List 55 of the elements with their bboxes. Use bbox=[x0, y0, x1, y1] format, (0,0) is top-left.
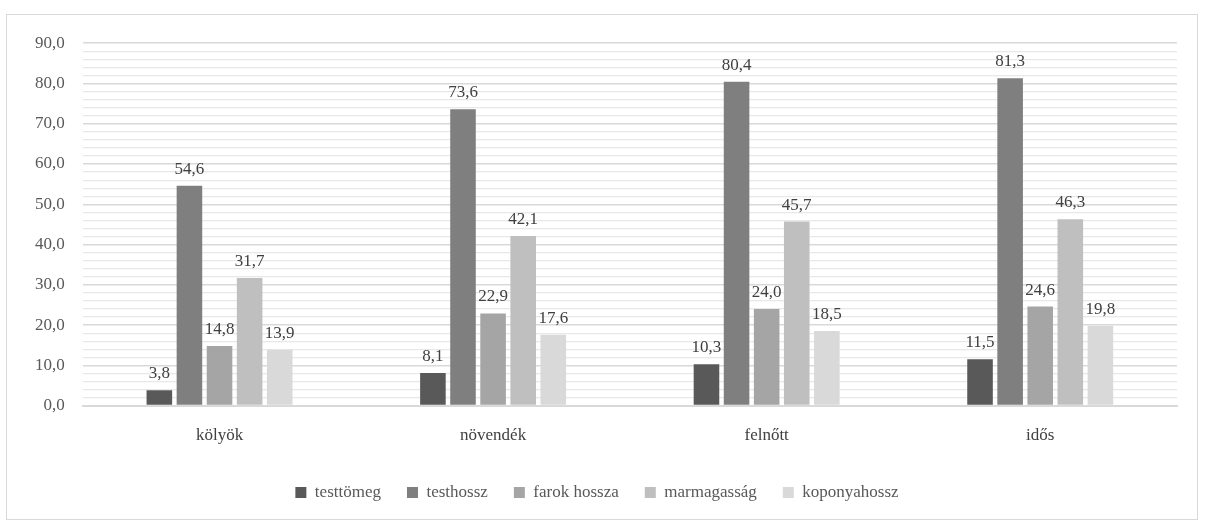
y-tick-label: 30,0 bbox=[35, 274, 65, 294]
data-label: 19,8 bbox=[1085, 298, 1116, 318]
data-label: 17,6 bbox=[538, 307, 569, 327]
data-label: 73,6 bbox=[448, 82, 478, 102]
legend-label: koponyahossz bbox=[802, 481, 900, 501]
x-tick-label: felnőtt bbox=[744, 425, 790, 445]
bar bbox=[420, 372, 446, 405]
legend-label: farok hossza bbox=[533, 481, 620, 501]
bar bbox=[967, 359, 993, 405]
bar bbox=[146, 390, 173, 405]
bar bbox=[1027, 306, 1054, 405]
data-label: 81,3 bbox=[995, 51, 1025, 71]
y-tick-label: 70,0 bbox=[35, 113, 65, 133]
bar bbox=[236, 277, 263, 405]
bar bbox=[997, 78, 1023, 405]
data-label: 24,0 bbox=[751, 281, 782, 301]
data-label: 45,7 bbox=[781, 194, 813, 214]
bar bbox=[723, 81, 750, 405]
y-tick-label: 10,0 bbox=[35, 354, 65, 374]
legend-label: marmagasság bbox=[664, 481, 758, 501]
data-label: 24,6 bbox=[1025, 279, 1056, 299]
bar bbox=[783, 221, 810, 405]
data-label: 14,8 bbox=[204, 318, 235, 338]
y-tick-label: 60,0 bbox=[35, 153, 65, 173]
bar bbox=[450, 109, 476, 405]
data-label: 80,4 bbox=[721, 54, 752, 74]
bar bbox=[480, 313, 506, 405]
data-label: 31,7 bbox=[234, 250, 265, 270]
data-label: 42,1 bbox=[508, 209, 539, 229]
x-tick-label: idős bbox=[1026, 425, 1055, 445]
bar bbox=[206, 346, 233, 405]
y-tick-label: 80,0 bbox=[35, 72, 65, 92]
data-label: 18,5 bbox=[811, 304, 842, 324]
bar bbox=[693, 364, 720, 405]
legend-label: testtömeg bbox=[314, 481, 382, 501]
x-tick-label: kölyök bbox=[195, 425, 244, 445]
bar bbox=[176, 185, 203, 405]
data-label: 54,6 bbox=[174, 158, 205, 178]
bar bbox=[753, 308, 780, 405]
data-label: 46,3 bbox=[1055, 192, 1086, 212]
bar bbox=[1057, 219, 1084, 405]
y-tick-label: 90,0 bbox=[35, 32, 65, 52]
bar bbox=[510, 236, 536, 405]
data-label: 3,8 bbox=[148, 363, 170, 383]
y-tick-label: 50,0 bbox=[35, 193, 65, 213]
data-label: 10,3 bbox=[691, 337, 722, 357]
data-label: 22,9 bbox=[478, 286, 508, 306]
data-label: 8,1 bbox=[422, 345, 444, 365]
y-tick-label: 40,0 bbox=[35, 234, 65, 253]
y-tick-label: 20,0 bbox=[35, 314, 65, 334]
x-tick-label: növendék bbox=[460, 425, 527, 445]
data-label: 13,9 bbox=[264, 322, 295, 342]
y-tick-label: 0,0 bbox=[43, 395, 65, 415]
data-label: 11,5 bbox=[965, 332, 995, 352]
legend-label: testhossz bbox=[426, 481, 489, 501]
